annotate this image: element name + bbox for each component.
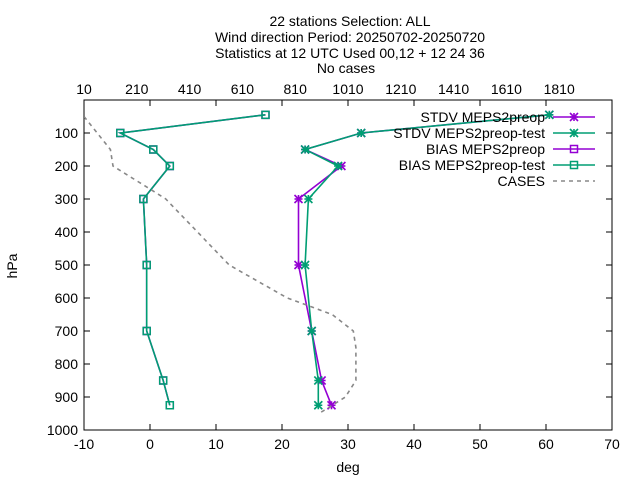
- data-point-stdv-meps2preop-test: [303, 194, 313, 204]
- chart-title-line: 22 stations Selection: ALL: [269, 13, 430, 29]
- marker-stroke: [303, 194, 313, 204]
- data-point-stdv-meps2preop: [293, 260, 304, 270]
- series-line-bias-meps2preop: [117, 114, 266, 406]
- data-point-stdv-meps2preop-test: [333, 161, 343, 171]
- data-point-stdv-meps2preop-test: [544, 110, 554, 120]
- x-tick-label: 50: [472, 436, 488, 452]
- x-tick-label: 20: [274, 436, 290, 452]
- legend-label: STDV MEPS2preop-test: [393, 125, 545, 141]
- data-point-stdv-meps2preop-test: [313, 400, 323, 410]
- x-tick-label: -10: [74, 436, 94, 452]
- legend-label: CASES: [498, 173, 545, 189]
- legend-item-stdv-meps2preop-test: STDV MEPS2preop-test: [393, 125, 595, 141]
- x2-axis: 10 210 410 610 810 1010 1210 1410 1610 1810: [76, 81, 575, 97]
- marker-stroke: [333, 161, 343, 171]
- chart-title-line: Wind direction Period: 20250702-20250720: [215, 29, 485, 45]
- x-axis: -10 0 10 20 30 40 50 60 70: [74, 100, 620, 452]
- series-bias-meps2preop: [116, 110, 270, 410]
- marker-stroke: [356, 128, 366, 138]
- marker-stroke: [313, 400, 323, 410]
- y-tick-label: 100: [55, 125, 79, 141]
- legend-label: BIAS MEPS2preop-test: [399, 157, 545, 173]
- data-point-bias-meps2preop-test: [142, 260, 151, 270]
- marker-stroke: [293, 194, 304, 204]
- x-tick-label: 40: [406, 436, 422, 452]
- x2-tick-label: 1210: [385, 81, 416, 97]
- legend-item-cases: CASES: [498, 173, 595, 189]
- x-tick-label: 60: [538, 436, 554, 452]
- y-axis: 100 200 300 400 500 600 700 800 900 1000: [47, 125, 612, 438]
- y-tick-label: 800: [55, 356, 79, 372]
- marker-stroke: [313, 375, 323, 386]
- chart-title-line: No cases: [317, 60, 375, 76]
- data-point-stdv-meps2preop-test: [300, 144, 310, 155]
- y-tick-label: 400: [55, 224, 79, 240]
- legend-label: STDV MEPS2preop: [421, 109, 546, 125]
- x-tick-label: 10: [208, 436, 224, 452]
- x-tick-label: 70: [604, 436, 620, 452]
- data-point-bias-meps2preop-test: [116, 128, 125, 138]
- y-tick-label: 1000: [47, 422, 78, 438]
- legend-item-bias-meps2preop-test: BIAS MEPS2preop-test: [399, 157, 595, 173]
- marker-stroke: [544, 110, 554, 120]
- chart-title-line: Statistics at 12 UTC Used 00,12 + 12 24 …: [215, 45, 485, 61]
- marker-stroke: [569, 128, 579, 138]
- legend-item-bias-meps2preop: BIAS MEPS2preop: [426, 141, 595, 157]
- legend-item-stdv-meps2preop: STDV MEPS2preop: [421, 109, 595, 125]
- marker-stroke: [569, 112, 579, 122]
- marker-stroke: [300, 260, 310, 270]
- data-point-bias-meps2preop-test: [142, 326, 151, 336]
- x-tick-label: 0: [146, 436, 154, 452]
- marker-stroke: [307, 326, 317, 336]
- y-tick-label: 900: [55, 389, 79, 405]
- x2-tick-label: 810: [284, 81, 308, 97]
- x2-tick-label: 10: [76, 81, 92, 97]
- x2-tick-label: 1810: [544, 81, 575, 97]
- y-tick-label: 200: [55, 158, 79, 174]
- series-line-bias-meps2preop-test: [117, 114, 266, 406]
- data-point-stdv-meps2preop-test: [313, 375, 323, 386]
- x2-tick-label: 610: [231, 81, 255, 97]
- data-point-bias-meps2preop-test: [165, 401, 175, 410]
- series-bias-meps2preop-test: [116, 110, 270, 410]
- legend-marker: [569, 144, 579, 154]
- data-point-bias-meps2preop-test: [165, 161, 175, 171]
- marker-stroke: [300, 144, 310, 155]
- y-tick-label: 500: [55, 257, 79, 273]
- legend-marker: [569, 160, 579, 170]
- x-tick-label: 30: [340, 436, 356, 452]
- y-tick-label: 700: [55, 323, 79, 339]
- chart-title: 22 stations Selection: ALL Wind directio…: [215, 13, 485, 76]
- y-tick-label: 300: [55, 191, 79, 207]
- series-stdv-meps2preop-test: [300, 110, 554, 410]
- data-point-stdv-meps2preop-test: [307, 326, 317, 336]
- data-point-bias-meps2preop-test: [158, 376, 168, 385]
- series-layer: [84, 110, 554, 415]
- data-point-stdv-meps2preop: [293, 194, 304, 204]
- series-line-cases: [84, 116, 357, 415]
- x2-tick-label: 210: [125, 81, 149, 97]
- y-tick-label: 600: [55, 290, 79, 306]
- legend-marker: [569, 128, 579, 138]
- data-point-stdv-meps2preop-test: [300, 260, 310, 270]
- y-axis-label: hPa: [4, 253, 20, 278]
- data-point-stdv-meps2preop-test: [356, 128, 366, 138]
- legend-marker: [569, 112, 579, 122]
- data-point-bias-meps2preop-test: [261, 110, 270, 120]
- data-point-bias-meps2preop-test: [149, 145, 158, 154]
- series-cases: [84, 116, 357, 415]
- marker-stroke: [293, 260, 304, 270]
- legend-label: BIAS MEPS2preop: [426, 141, 545, 157]
- x2-tick-label: 410: [178, 81, 202, 97]
- x2-tick-label: 1610: [491, 81, 522, 97]
- x2-tick-label: 1010: [332, 81, 363, 97]
- x2-tick-label: 1410: [438, 81, 469, 97]
- x-axis-label: deg: [336, 459, 359, 475]
- data-point-bias-meps2preop-test: [139, 194, 148, 204]
